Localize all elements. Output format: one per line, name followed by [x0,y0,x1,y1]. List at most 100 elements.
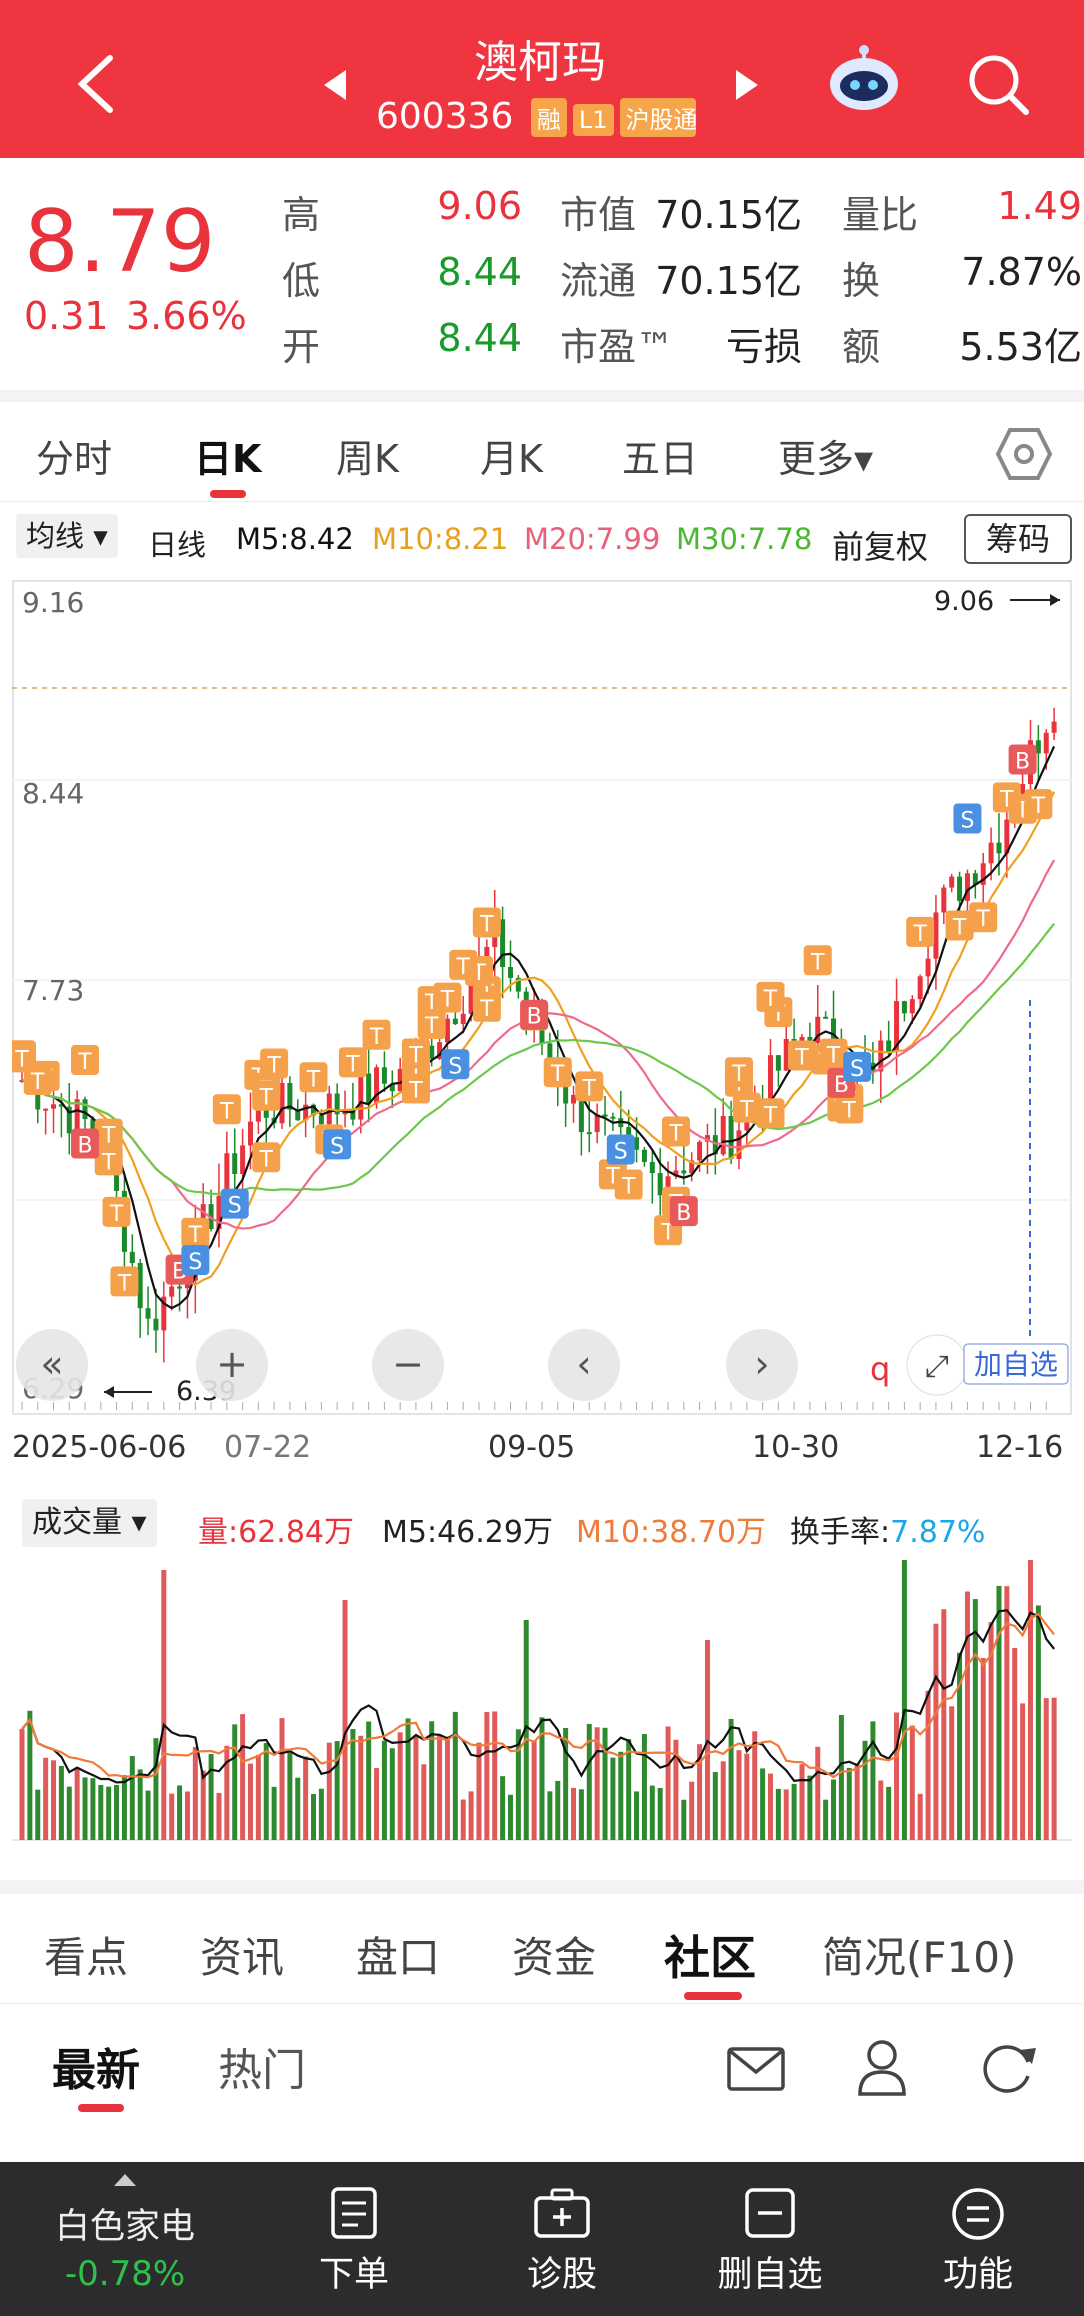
volume-chart[interactable] [12,1560,1072,1870]
trade-marker-T [732,1092,761,1123]
profile-icon[interactable] [856,2038,908,2096]
trade-marker-label: S [960,808,974,833]
volume-bar [90,1778,96,1840]
candle-body [58,1104,64,1107]
candle-body [563,1085,569,1104]
nav-diagnose-label: 诊股 [526,2255,597,2295]
trade-marker-label: T [842,1098,857,1123]
prev-stock-icon[interactable] [322,68,348,102]
volume-bar [153,1738,159,1840]
arrow-head [104,1386,114,1398]
candle-body [1051,721,1057,733]
volume-bar [43,1757,49,1840]
y-axis-label: 7.73 [22,974,84,1007]
nav-functions[interactable]: 功能 [878,2162,1078,2316]
candle-body [602,1114,608,1117]
nav-diagnose[interactable]: 诊股 [462,2162,662,2316]
tab-orderbook[interactable]: 盘口 [356,1933,441,1982]
trade-marker-label: S [448,1054,462,1079]
settings-hexagon-icon[interactable] [996,426,1052,482]
stat-label: 流通 [560,259,637,303]
candle-body [374,1067,380,1104]
trade-marker-S [220,1188,249,1219]
tab-highlights[interactable]: 看点 [44,1933,129,1982]
tab-five-day[interactable]: 五日 [622,437,699,481]
trade-marker-label: T [731,1062,746,1087]
volume-bar [791,1783,797,1840]
tab-intraday[interactable]: 分时 [36,437,113,481]
volume-bar [957,1652,963,1840]
trade-marker-T [449,949,478,980]
stat-label: 量比 [842,193,919,237]
candle-body [429,1045,435,1059]
tab-community[interactable]: 社区 [664,1931,756,1985]
trade-marker-label: S [330,1134,344,1159]
volume-bar [397,1732,403,1840]
volume-bar [854,1763,860,1840]
volume-value: 量:62.84万 [198,1515,354,1550]
indicator-dropdown[interactable]: 成交量 ▾ [22,1499,157,1547]
trade-marker-label: T [306,1067,321,1092]
trade-marker-T [338,1047,367,1078]
tab-more[interactable]: 更多▾ [778,437,874,481]
candle-body [303,1104,309,1121]
volume-bar [232,1724,238,1840]
volume-bar [988,1622,994,1840]
candle-body [287,1082,293,1110]
tab-f10[interactable]: 简况(F10) [822,1933,1017,1982]
expand-up-icon[interactable] [112,2172,138,2188]
high-price-marker: 9.06 [934,586,994,617]
candle-body [547,1043,553,1061]
tab-latest[interactable]: 最新 [52,2045,140,2096]
volume-bar [444,1736,450,1840]
candle-body [468,983,474,1014]
next-stock-icon[interactable] [734,68,760,102]
trade-marker-label: T [408,1079,423,1104]
volume-bar [169,1793,175,1840]
trade-marker-T [23,1064,52,1095]
robot-assistant-icon[interactable] [826,44,902,116]
stat-value: 亏损 [725,325,802,369]
candle-body [957,876,963,901]
order-doc-icon [331,2187,377,2239]
chart-control-icon: ‹ [576,1342,591,1386]
candle-body [358,1073,364,1120]
trade-marker-label: T [1031,794,1046,819]
adjust-mode[interactable]: 前复权 [832,528,929,566]
active-tab-indicator [210,490,246,498]
volume-bar [58,1765,64,1840]
ma-dropdown[interactable]: 均线 ▾ [16,514,118,558]
chip-distribution-button[interactable]: 筹码 [964,514,1072,564]
stat-value: 1.49 [997,184,1082,228]
candle-body [917,976,923,1000]
candle-body [988,842,994,864]
chart-control-button [372,1329,444,1401]
nav-order[interactable]: 下单 [254,2162,454,2316]
candle-body [996,842,1002,854]
tab-weekly-k[interactable]: 周K [336,437,399,481]
message-icon[interactable] [726,2044,786,2094]
refresh-icon[interactable] [980,2040,1036,2096]
trade-marker-label: T [30,1070,45,1095]
remove-watch-icon [745,2188,795,2238]
trade-marker-T [614,1169,643,1200]
tab-news[interactable]: 资讯 [200,1933,285,1982]
trade-marker-T [945,910,974,941]
y-axis-label: 8.44 [22,777,84,810]
back-arrow-icon[interactable] [70,52,120,116]
tab-monthly-k[interactable]: 月K [480,437,543,481]
volume-bar [846,1767,852,1840]
trade-marker-T [299,1062,328,1093]
nav-remove-watch[interactable]: 删自选 [670,2162,870,2316]
divider [0,1880,1084,1894]
volume-bar [571,1787,577,1840]
volume-bar [224,1745,230,1840]
sector-name[interactable]: 白色家电 [54,2207,195,2247]
tab-daily-k[interactable]: 日K [194,437,262,481]
search-icon[interactable] [966,52,1030,116]
trade-marker-S [323,1129,352,1160]
tab-funds[interactable]: 资金 [512,1933,597,1982]
stat-value: 9.06 [437,184,522,228]
tab-hot[interactable]: 热门 [218,2045,306,2096]
